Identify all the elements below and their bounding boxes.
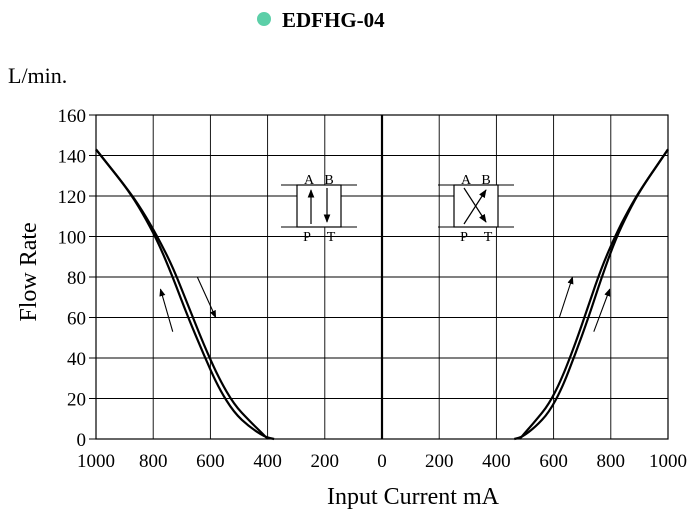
right-curve-1 bbox=[514, 148, 669, 441]
right-valve-symbol-icon: A B P T bbox=[438, 173, 514, 245]
hysteresis-arrow-icon bbox=[196, 276, 217, 319]
x-tick-label: 800 bbox=[139, 451, 168, 472]
x-tick-labels: 1000 800 600 400 200 0 200 400 600 800 1000 bbox=[77, 451, 687, 472]
x-tick-label: 1000 bbox=[649, 451, 687, 472]
series-curves bbox=[95, 148, 669, 441]
flow-arrow-icon bbox=[463, 187, 487, 223]
valve-box bbox=[296, 184, 342, 228]
x-tick-label: 600 bbox=[539, 451, 568, 472]
y-tick-label: 60 bbox=[67, 309, 86, 330]
y-axis-title: Flow Rate bbox=[16, 222, 42, 321]
hysteresis-arrow-icon bbox=[558, 276, 574, 318]
x-tick-label: 1000 bbox=[77, 451, 115, 472]
hysteresis-arrow-icon bbox=[159, 288, 174, 332]
y-tick-label: 80 bbox=[67, 268, 86, 289]
port-label: A bbox=[461, 173, 472, 188]
port-label: P bbox=[303, 230, 311, 245]
x-tick-label: 200 bbox=[425, 451, 454, 472]
left-curve-1 bbox=[95, 148, 275, 441]
x-tick-label: 800 bbox=[597, 451, 626, 472]
right-curve-2 bbox=[518, 148, 669, 440]
grid bbox=[95, 114, 669, 440]
x-tick-label: 600 bbox=[196, 451, 225, 472]
port-label: P bbox=[460, 230, 468, 245]
port-label: B bbox=[324, 173, 333, 188]
y-tick-label: 0 bbox=[77, 430, 87, 451]
port-label: A bbox=[304, 173, 315, 188]
port-label: T bbox=[484, 230, 493, 245]
port-label: B bbox=[481, 173, 490, 188]
x-tick-label: 0 bbox=[377, 451, 387, 472]
y-tick-label: 140 bbox=[58, 147, 87, 168]
y-tick-label: 20 bbox=[67, 390, 86, 411]
y-tick-label: 160 bbox=[58, 106, 87, 127]
hysteresis-arrow-icon bbox=[593, 288, 611, 332]
x-tick-label: 200 bbox=[311, 451, 340, 472]
chart-title: EDFHG-04 bbox=[282, 8, 385, 32]
y-tick-labels: 0 20 40 60 80 100 120 140 160 bbox=[58, 106, 96, 451]
x-axis-title: Input Current mA bbox=[327, 484, 500, 510]
title-bullet-icon bbox=[257, 12, 271, 26]
flow-arrow-icon bbox=[463, 189, 487, 225]
x-tick-label: 400 bbox=[482, 451, 511, 472]
valve-symbols: A BP TA BP T bbox=[281, 173, 514, 245]
y-tick-label: 40 bbox=[67, 349, 86, 370]
y-tick-label: 100 bbox=[58, 228, 87, 249]
left-curve-2 bbox=[95, 148, 269, 440]
y-unit-label: L/min. bbox=[8, 63, 67, 88]
left-valve-symbol-icon: A B P T bbox=[281, 173, 357, 245]
y-tick-label: 120 bbox=[58, 187, 87, 208]
port-label: T bbox=[327, 230, 336, 245]
x-tick-label: 400 bbox=[253, 451, 282, 472]
hysteresis-arrows bbox=[159, 276, 611, 332]
